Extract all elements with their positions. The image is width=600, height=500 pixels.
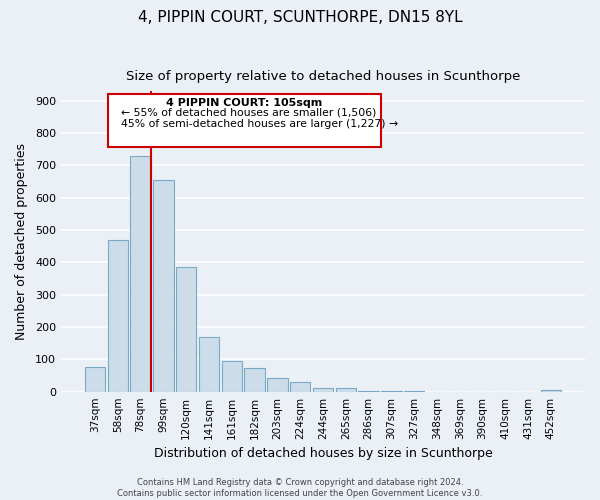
- X-axis label: Distribution of detached houses by size in Scunthorpe: Distribution of detached houses by size …: [154, 447, 493, 460]
- Bar: [130, 156, 151, 392]
- Bar: [290, 382, 310, 392]
- Bar: [176, 268, 196, 392]
- Bar: [153, 180, 173, 392]
- Text: 4 PIPPIN COURT: 105sqm: 4 PIPPIN COURT: 105sqm: [166, 98, 322, 108]
- Bar: [313, 388, 333, 392]
- Bar: [267, 378, 287, 392]
- Text: 45% of semi-detached houses are larger (1,227) →: 45% of semi-detached houses are larger (…: [121, 119, 398, 129]
- Bar: [107, 240, 128, 392]
- Bar: [381, 391, 401, 392]
- Bar: [335, 388, 356, 392]
- Bar: [541, 390, 561, 392]
- Text: ← 55% of detached houses are smaller (1,506): ← 55% of detached houses are smaller (1,…: [121, 108, 377, 118]
- Bar: [244, 368, 265, 392]
- Text: Contains HM Land Registry data © Crown copyright and database right 2024.
Contai: Contains HM Land Registry data © Crown c…: [118, 478, 482, 498]
- Bar: [85, 368, 105, 392]
- Bar: [199, 336, 219, 392]
- Bar: [358, 390, 379, 392]
- Y-axis label: Number of detached properties: Number of detached properties: [15, 143, 28, 340]
- Title: Size of property relative to detached houses in Scunthorpe: Size of property relative to detached ho…: [126, 70, 520, 83]
- FancyBboxPatch shape: [108, 94, 380, 146]
- Bar: [221, 361, 242, 392]
- Text: 4, PIPPIN COURT, SCUNTHORPE, DN15 8YL: 4, PIPPIN COURT, SCUNTHORPE, DN15 8YL: [137, 10, 463, 25]
